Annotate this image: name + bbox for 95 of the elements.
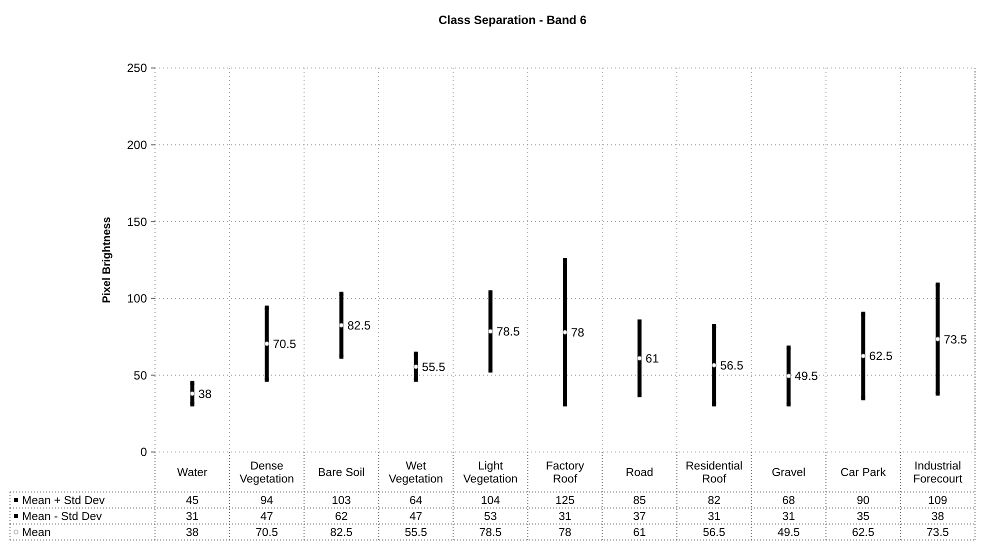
data-label: 31: [186, 511, 199, 524]
point: [562, 330, 568, 334]
x-tick-label: Wet Vegetation: [388, 460, 444, 486]
data-label: 55.5: [404, 527, 428, 540]
annotation: 55.5: [422, 360, 446, 374]
x-tick-label: Factory Roof: [546, 460, 584, 486]
point: [860, 354, 866, 358]
x-tick-label: Dense Vegetation: [240, 460, 294, 486]
annotation: 49.5: [794, 369, 818, 384]
point: [786, 374, 791, 378]
data-label: 109: [928, 495, 948, 508]
data-label: 47: [260, 511, 274, 524]
point: [339, 354, 344, 359]
x-tick-label: Road: [626, 467, 654, 480]
point: [638, 319, 642, 324]
point: [190, 380, 194, 385]
data-label: 31: [558, 511, 572, 524]
annotation: 78: [571, 325, 585, 340]
point: [712, 324, 716, 328]
data-label: 103: [332, 495, 351, 508]
data-label: 31: [782, 511, 796, 524]
point: [712, 362, 716, 368]
legend-label: Mean + Std Dev: [22, 495, 106, 508]
point: [190, 402, 194, 406]
point: [414, 378, 418, 382]
y-tick-label: 250: [126, 61, 148, 76]
y-tick-label: 150: [126, 214, 148, 229]
data-label: 38: [931, 511, 944, 524]
annotation: 62.5: [869, 349, 893, 364]
point: [786, 402, 791, 406]
chart-title: Class Separation - Band 6: [438, 13, 587, 27]
point: [936, 282, 940, 287]
data-label: 61: [633, 527, 646, 540]
annotation: 70.5: [272, 336, 296, 351]
x-tick-label: Bare Soil: [318, 467, 365, 480]
point: [488, 329, 493, 334]
data-label: 47: [410, 511, 422, 524]
data-label: 90: [856, 495, 870, 508]
point: [488, 368, 492, 373]
point: [264, 306, 269, 310]
data-label: 85: [633, 495, 646, 508]
data-label: 78.5: [479, 527, 502, 540]
point: [414, 352, 418, 356]
y-tick-label: 100: [126, 292, 148, 306]
legend-label: Mean: [22, 527, 51, 540]
point: [339, 322, 344, 328]
point: [339, 292, 344, 296]
data-label: 62: [334, 511, 348, 524]
data-label: 94: [260, 495, 274, 508]
data-label: 125: [555, 495, 575, 508]
legend-label: Mean - Std Dev: [22, 511, 102, 524]
point: [638, 393, 642, 398]
data-label: 53: [484, 511, 497, 524]
data-label: 38: [186, 527, 199, 540]
data-label: 82.5: [330, 527, 353, 540]
point: [637, 356, 642, 361]
data-label: 49.5: [777, 527, 800, 540]
point: [264, 341, 270, 346]
point: [936, 392, 940, 396]
data-label: 35: [856, 511, 870, 524]
data-label: 73.5: [926, 527, 949, 540]
annotation: 82.5: [347, 318, 372, 332]
x-tick-label: Industrial Forecourt: [913, 460, 964, 486]
x-tick-label: Gravel: [772, 467, 806, 480]
y-tick-label: 50: [134, 368, 148, 382]
point: [861, 312, 866, 316]
annotation: 78.5: [496, 324, 520, 339]
point: [861, 396, 866, 400]
x-tick-label: Light Vegetation: [463, 460, 518, 486]
data-label: 78: [558, 527, 572, 540]
data-label: 64: [410, 495, 423, 508]
annotation: 61: [646, 352, 660, 366]
data-label: 82: [708, 495, 720, 508]
data-label: 56.5: [702, 527, 726, 540]
data-label: 68: [782, 495, 796, 508]
data-label: 45: [186, 495, 199, 508]
point: [264, 378, 269, 382]
y-tick-label: 0: [140, 445, 148, 460]
annotation: 56.5: [720, 358, 744, 372]
data-label: 31: [708, 511, 720, 524]
x-tick-label: Car Park: [840, 467, 886, 480]
x-tick-label: Residential Roof: [686, 460, 743, 486]
y-axis-title: Pixel Brightness: [101, 216, 113, 304]
point: [488, 290, 492, 294]
data-label: 70.5: [256, 527, 278, 540]
y-tick-label: 200: [126, 138, 148, 152]
annotation: 73.5: [944, 332, 968, 346]
data-label: 62.5: [852, 527, 874, 540]
data-label: 104: [480, 495, 501, 508]
point: [712, 402, 716, 406]
annotation: 38: [198, 386, 212, 401]
x-tick-label: Water: [177, 467, 208, 480]
point: [786, 346, 791, 350]
data-label: 37: [633, 511, 646, 524]
point: [414, 364, 418, 370]
